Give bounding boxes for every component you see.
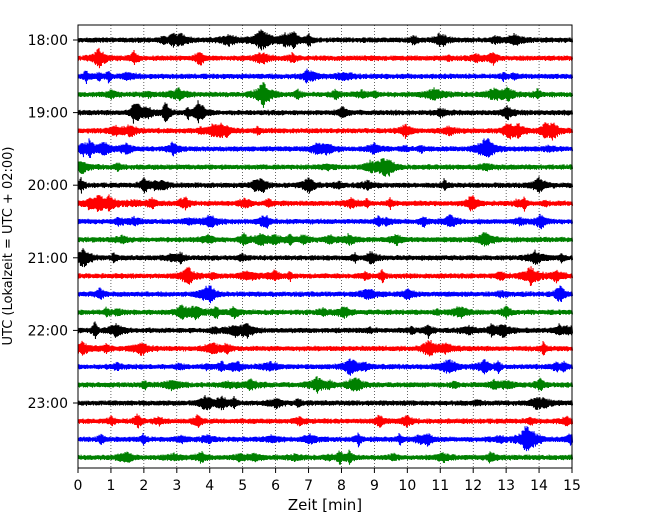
seismic-traces <box>77 29 574 465</box>
trace-2330 <box>77 426 574 452</box>
trace-1930 <box>77 137 574 159</box>
plot-frame <box>77 24 573 469</box>
x-tick-label: 12 <box>464 478 482 494</box>
x-tick-label: 8 <box>337 478 346 494</box>
trace-1900 <box>77 100 574 124</box>
trace-1800 <box>77 29 574 51</box>
x-tick-label: 13 <box>497 478 515 494</box>
y-tick-label: 23:00 <box>28 396 68 412</box>
vertical-grid <box>110 25 540 468</box>
trace-2115 <box>77 266 574 287</box>
x-tick-label: 7 <box>304 478 313 494</box>
x-tick-label: 3 <box>172 478 181 494</box>
x-tick-label: 14 <box>530 478 548 494</box>
y-tick-label: 19:00 <box>28 106 68 122</box>
x-tick-label: 11 <box>431 478 449 494</box>
trace-1815 <box>77 47 574 69</box>
x-tick-label: 6 <box>271 478 280 494</box>
trace-1945 <box>77 158 574 177</box>
x-tick-label: 9 <box>370 478 379 494</box>
trace-2230 <box>77 358 574 376</box>
y-tick-label: 22:00 <box>28 323 68 339</box>
x-axis-ticks: 0 1 2 3 4 5 6 7 8 9 10 11 12 13 14 15 <box>74 468 581 494</box>
x-tick-label: 1 <box>106 478 115 494</box>
trace-2015 <box>77 194 574 212</box>
trace-2200 <box>77 321 574 340</box>
x-tick-label: 10 <box>398 478 416 494</box>
y-tick-label: 18:00 <box>28 33 68 49</box>
trace-2300 <box>77 395 574 411</box>
trace-2245 <box>77 376 574 394</box>
trace-2045 <box>77 232 574 247</box>
trace-2145 <box>77 304 574 321</box>
x-tick-label: 4 <box>205 478 214 494</box>
trace-2315 <box>77 413 574 429</box>
trace-2215 <box>77 339 574 357</box>
trace-2130 <box>77 285 574 304</box>
trace-2030 <box>77 213 574 230</box>
y-tick-label: 21:00 <box>28 251 68 267</box>
trace-1845 <box>77 82 574 108</box>
trace-2100 <box>77 248 574 268</box>
trace-2000 <box>77 176 574 194</box>
y-axis-label: UTC (Lokalzeit = UTC + 02:00) <box>1 147 16 346</box>
trace-1915 <box>77 122 574 141</box>
x-axis-label: Zeit [min] <box>288 496 362 514</box>
x-tick-label: 0 <box>74 478 83 494</box>
x-tick-label: 5 <box>238 478 247 494</box>
x-tick-label: 2 <box>139 478 148 494</box>
trace-2345 <box>77 449 574 465</box>
trace-1830 <box>77 68 574 85</box>
y-tick-label: 20:00 <box>28 178 68 194</box>
y-axis-ticks: 18:00 19:00 20:00 21:00 22:00 23:00 <box>28 33 78 412</box>
x-tick-label: 15 <box>563 478 581 494</box>
